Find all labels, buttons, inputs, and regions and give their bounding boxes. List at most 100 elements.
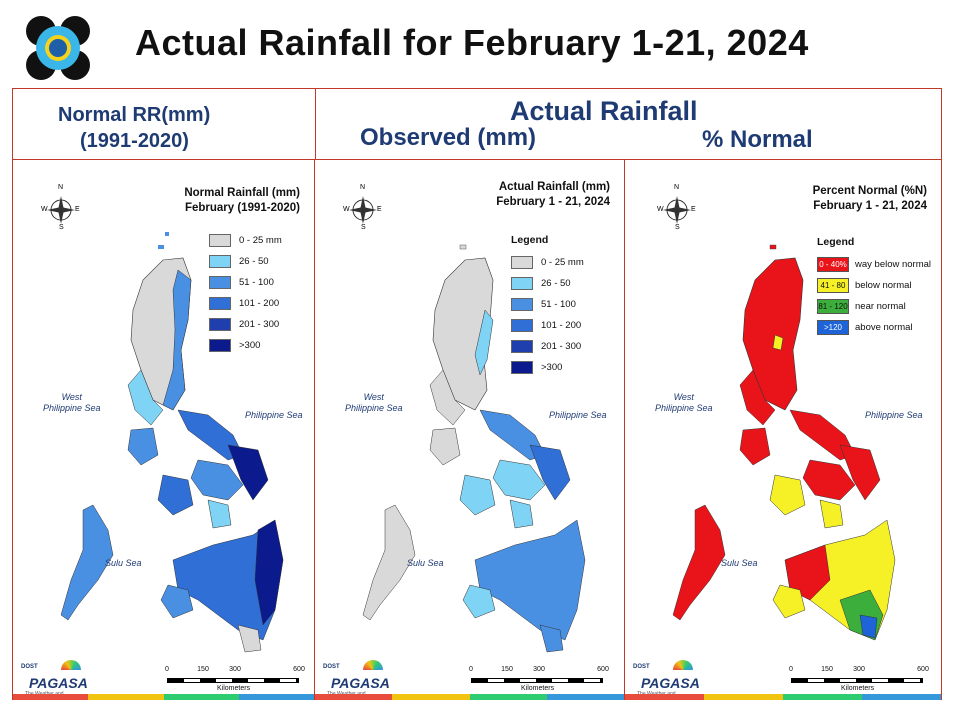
legend-item: 26 - 50: [511, 273, 584, 294]
scale-tick-150: 150: [501, 666, 513, 673]
percent-legend: Legend 0 - 40% way below normal 41 - 80 belo…: [817, 236, 931, 338]
legend-label: 26 - 50: [541, 278, 571, 289]
legend-item: 0 - 25 mm: [511, 252, 584, 273]
legend-item: 201 - 300: [209, 314, 282, 335]
scale-unit: Kilometers: [521, 685, 555, 692]
scale-bar-graphic: [167, 678, 299, 683]
legend-title: Legend: [511, 234, 549, 246]
legend-title: Legend: [817, 236, 855, 248]
legend-label: 0 - 25 mm: [541, 257, 584, 268]
legend-item: 101 - 200: [209, 293, 282, 314]
legend-label: near normal: [855, 301, 906, 312]
normal-map-title-line1: Normal Rainfall (mm): [184, 187, 300, 199]
logo-rainbow-icon: [61, 660, 81, 670]
percent-map-title: Percent Normal (%N) February 1 - 21, 202…: [813, 184, 927, 214]
legend-item: >120 above normal: [817, 317, 931, 338]
pagasa-logo: DOST PAGASA The Weather and Climate Auth…: [631, 660, 700, 700]
observed-map-title: Actual Rainfall (mm) February 1 - 21, 20…: [496, 180, 610, 210]
legend-label: 0 - 25 mm: [239, 235, 282, 246]
scale-tick-600: 600: [917, 666, 929, 673]
legend-swatch: [511, 340, 533, 353]
normal-rainfall-panel: N S W E Normal Rainfall (mm) February (1…: [12, 160, 315, 700]
compass-e-label: E: [75, 206, 80, 213]
legend-swatch: [511, 256, 533, 269]
compass-e-label: E: [691, 206, 696, 213]
legend-label: below normal: [855, 280, 912, 291]
observed-map-title-line1: Actual Rainfall (mm): [498, 181, 610, 193]
scale-bar: 0 150 300 600 Kilometers: [789, 666, 929, 696]
scale-tick-300: 300: [229, 666, 241, 673]
scale-tick-0: 0: [469, 666, 473, 673]
sulu-sea-label: Sulu Sea: [721, 558, 758, 568]
logo-rainbow-icon: [363, 660, 383, 670]
logo-brand: PAGASA: [331, 675, 390, 691]
normal-legend: 0 - 25 mm 26 - 50 51 - 100 101 - 200 201 - 3…: [209, 230, 282, 356]
scale-tick-0: 0: [789, 666, 793, 673]
legend-label: 101 - 200: [239, 298, 280, 309]
legend-item: 201 - 300: [511, 336, 584, 357]
scale-tick-600: 600: [597, 666, 609, 673]
scale-bar: 0 150 300 600 Kilometers: [165, 666, 305, 696]
legend-item: 81 - 120 near normal: [817, 296, 931, 317]
compass-e-label: E: [377, 206, 382, 213]
scale-tick-300: 300: [533, 666, 545, 673]
logo-dost: DOST: [323, 664, 340, 670]
pagasa-logo: DOST PAGASA The Weather and Climate Auth…: [321, 660, 390, 700]
normal-header-line1: Normal RR(mm): [58, 104, 211, 126]
legend-swatch: [209, 255, 231, 268]
scale-bar-graphic: [471, 678, 603, 683]
compass-w-label: W: [657, 206, 664, 213]
color-stripe: [13, 694, 314, 700]
sulu-sea-label: Sulu Sea: [105, 558, 142, 568]
color-stripe: [315, 694, 624, 700]
compass-n-label: N: [360, 184, 366, 191]
legend-label: 51 - 100: [239, 277, 274, 288]
observed-map-title-line2: February 1 - 21, 2024: [496, 196, 610, 208]
legend-swatch: 0 - 40%: [817, 257, 849, 272]
legend-swatch: [209, 297, 231, 310]
percent-normal-map: [672, 244, 896, 641]
sulu-sea-label: Sulu Sea: [407, 558, 444, 568]
observed-rainfall-panel: N S W E Actual Rainfall (mm) February 1 …: [315, 160, 625, 700]
legend-swatch: 41 - 80: [817, 278, 849, 293]
legend-label: 26 - 50: [239, 256, 269, 267]
compass-s-label: S: [361, 224, 366, 231]
compass-s-label: S: [675, 224, 680, 231]
legend-item: >300: [209, 335, 282, 356]
scale-bar: 0 150 300 600 Kilometers: [469, 666, 609, 696]
compass-w-label: W: [41, 206, 48, 213]
dost-pagasa-seal-logo: [24, 14, 92, 82]
logo-rainbow-icon: [673, 660, 693, 670]
west-sea-line1: West: [673, 392, 694, 402]
percent-map-title-line2: February 1 - 21, 2024: [813, 200, 927, 212]
compass-rose-icon: N S W E: [343, 184, 383, 232]
legend-item: 41 - 80 below normal: [817, 275, 931, 296]
compass-n-label: N: [58, 184, 64, 191]
west-philippine-sea-label: West Philippine Sea: [43, 392, 101, 414]
legend-label: above normal: [855, 322, 913, 333]
legend-label: way below normal: [855, 259, 932, 270]
logo-brand: PAGASA: [29, 675, 88, 691]
west-sea-line2: Philippine Sea: [345, 403, 403, 413]
legend-item: >300: [511, 357, 584, 378]
legend-swatch: [209, 234, 231, 247]
scale-tick-600: 600: [293, 666, 305, 673]
legend-swatch: [209, 318, 231, 331]
scale-tick-0: 0: [165, 666, 169, 673]
legend-swatch: [511, 277, 533, 290]
normal-map-title: Normal Rainfall (mm) February (1991-2020…: [184, 186, 300, 216]
philippine-sea-label: Philippine Sea: [549, 410, 607, 420]
compass-w-label: W: [343, 206, 350, 213]
legend-swatch: [511, 298, 533, 311]
percent-normal-header: % Normal: [702, 126, 813, 153]
normal-header-line2: (1991-2020): [80, 130, 189, 152]
observed-header: Observed (mm): [360, 124, 537, 151]
normal-map-title-line2: February (1991-2020): [184, 202, 300, 214]
west-sea-line2: Philippine Sea: [655, 403, 713, 413]
legend-label: >300: [541, 362, 563, 373]
observed-legend: Legend 0 - 25 mm 26 - 50 51 - 100 101 - 200 2…: [511, 234, 584, 378]
percent-map-title-line1: Percent Normal (%N): [812, 185, 927, 197]
scale-bar-graphic: [791, 678, 923, 683]
legend-item: 51 - 100: [511, 294, 584, 315]
legend-swatch: >120: [817, 320, 849, 335]
